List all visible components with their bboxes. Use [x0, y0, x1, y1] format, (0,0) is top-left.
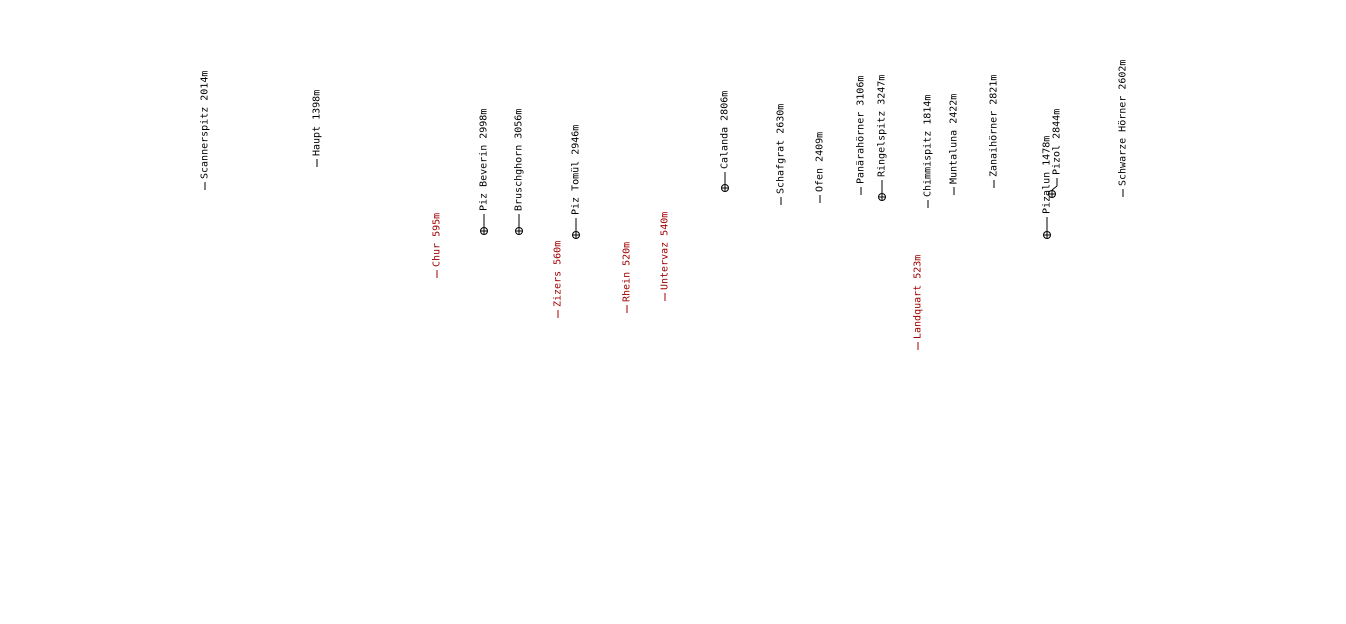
place-label: Chur 595m: [432, 213, 443, 278]
peak-name: Muntaluna 2422m: [949, 94, 960, 184]
peak-name: Haupt 1398m: [312, 90, 323, 156]
peak-label: Pizol 2844m: [1048, 109, 1063, 198]
peak-name: Schafgrat 2630m: [776, 104, 787, 194]
peak-label: Muntaluna 2422m: [949, 94, 960, 195]
place-name: Chur 595m: [432, 213, 443, 267]
peak-name: Bruschghorn 3056m: [514, 109, 525, 211]
peak-name: Schwarze Hörner 2602m: [1118, 60, 1129, 186]
peak-label: Calanda 2806m: [720, 91, 731, 192]
place-label: Untervaz 540m: [660, 212, 671, 301]
peak-label: Ofen 2409m: [815, 132, 826, 203]
peak-label: Chimmispitz 1814m: [923, 95, 934, 208]
peak-label: Schafgrat 2630m: [776, 104, 787, 205]
peak-name: Panärahörner 3106m: [856, 76, 867, 184]
place-name: Landquart 523m: [913, 255, 924, 339]
place-label: Zizers 560m: [553, 241, 564, 318]
leader-link: [1051, 185, 1058, 191]
peak-label: Panärahörner 3106m: [856, 76, 867, 195]
peak-label: Zanaihörner 2821m: [989, 75, 1000, 188]
peak-label: Pizalun 1478m: [1042, 136, 1053, 239]
peak-label: Bruschghorn 3056m: [514, 109, 525, 235]
peak-label: Piz Tomül 2946m: [571, 125, 582, 239]
place-name: Rhein 520m: [622, 242, 633, 302]
peak-label: Ringelspitz 3247m: [877, 75, 888, 201]
place-name: Zizers 560m: [553, 241, 564, 307]
peak-name: Scannerspitz 2014m: [200, 71, 211, 179]
place-label: Rhein 520m: [622, 242, 633, 313]
peak-name: Piz Beverin 2998m: [479, 109, 490, 211]
peak-name: Ofen 2409m: [815, 132, 826, 192]
place-name: Untervaz 540m: [660, 212, 671, 290]
peak-name: Pizalun 1478m: [1042, 136, 1053, 214]
peak-name: Chimmispitz 1814m: [923, 95, 934, 197]
peak-label: Schwarze Hörner 2602m: [1118, 60, 1129, 197]
peak-name: Zanaihörner 2821m: [989, 75, 1000, 177]
peak-label: Scannerspitz 2014m: [200, 71, 211, 190]
peak-name: Piz Tomül 2946m: [571, 125, 582, 215]
peak-name: Pizol 2844m: [1052, 109, 1063, 175]
peak-name: Calanda 2806m: [720, 91, 731, 169]
peak-label: Piz Beverin 2998m: [479, 109, 490, 235]
peak-label: Haupt 1398m: [312, 90, 323, 167]
peak-name: Ringelspitz 3247m: [877, 75, 888, 177]
place-label: Landquart 523m: [913, 255, 924, 350]
